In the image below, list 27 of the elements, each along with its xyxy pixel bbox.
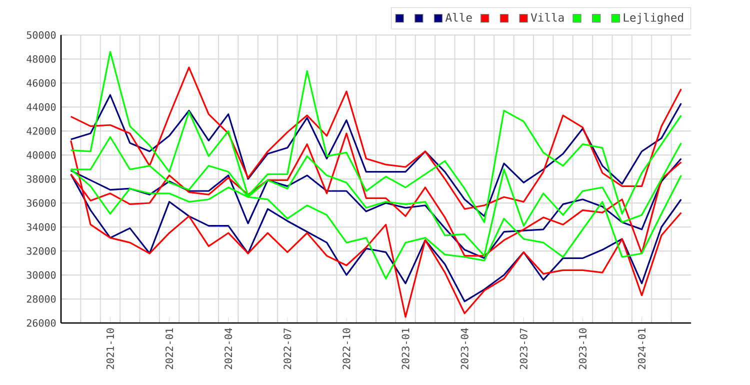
- x-tick-label: 2023-01: [402, 328, 410, 370]
- y-tick-label: 32000: [26, 247, 56, 255]
- x-tick-label: 2021-10: [106, 328, 114, 370]
- x-tick-label: 2023-07: [520, 328, 528, 370]
- legend-label: Alle: [445, 12, 472, 22]
- y-tick-label: 34000: [26, 223, 56, 231]
- y-tick-label: 28000: [26, 295, 56, 303]
- x-tick-label: 2023-10: [578, 328, 587, 370]
- y-tick-label: 42000: [26, 127, 56, 135]
- y-tick-label: 46000: [26, 79, 56, 87]
- y-tick-label: 38000: [26, 175, 56, 183]
- x-tick-label: 2022-01: [166, 328, 174, 370]
- y-tick-label: 36000: [26, 199, 56, 207]
- x-tick-label: 2022-04: [224, 328, 232, 370]
- y-tick-label: 26000: [26, 319, 56, 327]
- x-tick-label: 2024-01: [638, 328, 646, 370]
- line-series: [70, 66, 682, 210]
- legend-label: Villa: [530, 12, 564, 22]
- y-tick-label: 44000: [26, 103, 56, 111]
- x-tick-label: 2022-07: [284, 328, 292, 370]
- y-tick-label: 50000: [26, 31, 56, 39]
- y-tick-label: 30000: [26, 271, 56, 279]
- y-tick-label: 40000: [26, 151, 56, 159]
- x-tick-label: 2022-10: [342, 328, 350, 370]
- x-tick-label: 2023-04: [460, 328, 468, 370]
- y-tick-label: 48000: [26, 55, 56, 63]
- legend-label: Lejlighed: [624, 12, 683, 24]
